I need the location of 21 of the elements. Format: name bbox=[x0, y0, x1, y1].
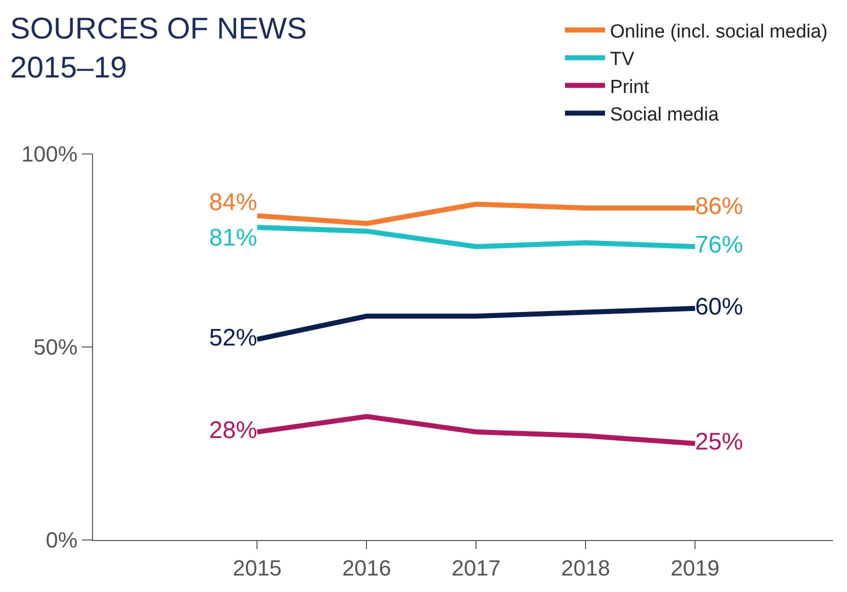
legend-label: TV bbox=[610, 49, 635, 70]
data-label: 52% bbox=[209, 324, 258, 352]
x-tick-label: 2019 bbox=[670, 555, 720, 580]
x-tick-label: 2015 bbox=[232, 555, 282, 580]
data-label: 81% bbox=[209, 224, 258, 252]
data-label: 76% bbox=[695, 232, 744, 259]
y-tick-label: 0% bbox=[46, 528, 78, 553]
legend-label: Print bbox=[610, 76, 650, 98]
legend-label: Online (incl. social media) bbox=[610, 21, 828, 42]
data-label: 84% bbox=[209, 188, 258, 216]
x-tick-label: 2016 bbox=[342, 555, 392, 580]
data-label: 60% bbox=[695, 293, 744, 320]
data-label: 28% bbox=[209, 416, 258, 444]
data-label: 25% bbox=[695, 428, 744, 456]
y-tick-label: 50% bbox=[34, 334, 78, 360]
x-tick-label: 2018 bbox=[561, 555, 610, 580]
x-tick-label: 2017 bbox=[452, 555, 501, 580]
chart-title: SOURCES OF NEWS 2015–19 bbox=[10, 12, 307, 84]
data-label: 86% bbox=[695, 193, 744, 220]
y-tick-label: 100% bbox=[21, 142, 78, 167]
legend-label: Social media bbox=[610, 104, 720, 126]
